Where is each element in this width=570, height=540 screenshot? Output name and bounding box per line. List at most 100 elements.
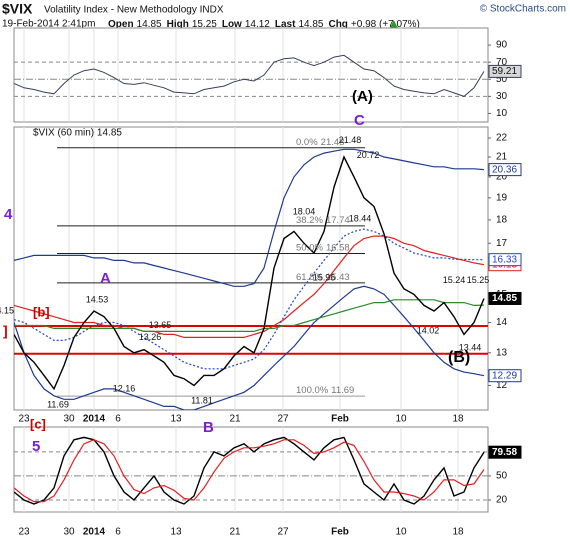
wave-annotation: (B): [448, 349, 470, 366]
y-tick-label: 20: [496, 172, 508, 183]
last-value-box: [488, 369, 522, 383]
price-label: 15.25: [467, 275, 490, 285]
x-tick-label: 18: [452, 414, 464, 425]
price-label: 14.53: [86, 295, 109, 305]
fib-percent: 38.2%: [296, 214, 323, 225]
price-label: 18.04: [293, 206, 316, 216]
series-line: [14, 148, 485, 287]
wave-annotation: B: [203, 419, 214, 436]
quote-value: +0.98 (+7.07%): [351, 19, 420, 30]
plot-area: [14, 427, 488, 512]
plot-area: [14, 28, 488, 122]
y-tick-label: 10: [496, 108, 508, 119]
price-label: 13.26: [139, 332, 162, 342]
quote-value: 14.85: [137, 19, 162, 30]
symbol: $VIX: [2, 1, 33, 17]
x-tick-label: 27: [277, 414, 289, 425]
fib-value: 15.43: [326, 271, 350, 282]
last-value-label: 14.85: [492, 293, 517, 304]
change-arrow: [389, 20, 398, 28]
fib-percent: 50.0%: [296, 242, 323, 253]
price-label: 21.48: [339, 135, 362, 145]
fib-percent: 100.0%: [296, 385, 329, 396]
x-tick-label: 6: [115, 414, 121, 425]
plot-area: [14, 127, 488, 410]
fib-value: 17.74: [326, 214, 350, 225]
wave-annotation: [b]: [33, 304, 50, 319]
price-label: 14.15: [0, 306, 14, 316]
x-tick-label: 27: [277, 527, 289, 538]
x-tick-label: 13: [170, 527, 182, 538]
x-tick-label: 30: [63, 527, 75, 538]
price-label: 18.44: [349, 213, 372, 223]
y-tick-label: 12: [496, 380, 508, 391]
quote-label: Open: [108, 19, 134, 30]
price-label: 13.44: [459, 343, 482, 353]
quote-label: Low: [222, 19, 242, 30]
wave-annotation: A: [100, 270, 111, 287]
x-tick-label: 6: [115, 527, 121, 538]
fib-label: 38.2% 17.74: [296, 214, 350, 225]
last-value-box: [488, 445, 522, 459]
fib-label: 0.0% 21.48: [296, 136, 344, 147]
x-tick-label: 18: [452, 527, 464, 538]
quote-label: Chg: [328, 19, 347, 30]
fib-percent: 61.8%: [296, 271, 323, 282]
price-label: 20.72: [357, 150, 380, 160]
y-tick-label: 19: [496, 192, 508, 203]
fib-percent: 0.0%: [296, 136, 318, 147]
fib-value: 21.48: [321, 136, 345, 147]
y-tick-label: 13: [496, 347, 508, 358]
y-tick-label: 50: [496, 471, 508, 482]
price-label: 15.96: [313, 272, 336, 282]
last-value-box: [488, 163, 522, 177]
series-line: [14, 285, 485, 410]
wave-annotation: [c]: [30, 416, 46, 431]
y-tick-label: 14: [496, 317, 508, 328]
price-label: 11.69: [47, 400, 69, 410]
y-tick-label: 21: [496, 152, 508, 163]
series-line: [14, 299, 485, 332]
y-tick-label: 90: [496, 40, 508, 51]
panel-frame: [13, 126, 489, 411]
price-label: 13.65: [149, 320, 172, 330]
x-tick-label: 21: [229, 527, 241, 538]
instrument-name: Volatility Index - New Methodology INDX: [44, 5, 224, 16]
panel-frame: [13, 426, 489, 513]
quote-value: 14.85: [298, 19, 323, 30]
fib-value: 11.69: [331, 385, 354, 396]
quote-date: 19-Feb-2014 2:41pm: [2, 19, 95, 30]
panel-frame: [13, 27, 489, 123]
last-value-label: 79.58: [492, 447, 517, 458]
y-tick-label: 20: [496, 495, 508, 506]
y-tick-label: 22: [496, 133, 508, 144]
wave-annotation: C: [354, 112, 365, 129]
y-tick-label: 50: [496, 74, 508, 85]
wave-annotation: (A): [352, 88, 373, 105]
series-line: [14, 439, 485, 503]
price-label: 14.02: [417, 325, 440, 335]
x-tick-label: 13: [170, 414, 182, 425]
last-value-box: [488, 291, 522, 305]
quote-label: High: [167, 19, 189, 30]
series-line: [14, 228, 484, 370]
fib-label: 50.0% 16.58: [296, 242, 350, 253]
x-tick-label: 21: [229, 414, 241, 425]
x-tick-label: 10: [395, 414, 407, 425]
quote-value: 14.12: [245, 19, 270, 30]
wave-annotation: ]: [3, 323, 8, 339]
wave-annotation: 5: [32, 438, 40, 455]
price-label: 11.81: [191, 395, 213, 405]
x-tick-label: 2014: [83, 414, 106, 425]
x-tick-label: Feb: [331, 527, 349, 538]
series-line: [14, 235, 485, 338]
x-tick-label: 23: [18, 527, 30, 538]
last-value-label: 20.36: [492, 164, 517, 175]
last-value-label: 59.21: [492, 66, 517, 77]
last-value-label: 16.33: [492, 254, 517, 265]
x-tick-label: 30: [63, 414, 75, 425]
last-value-box: [488, 253, 522, 267]
series-line: [14, 54, 485, 97]
quote-value: 15.25: [192, 19, 217, 30]
fib-label: 100.0% 11.69: [296, 385, 354, 396]
